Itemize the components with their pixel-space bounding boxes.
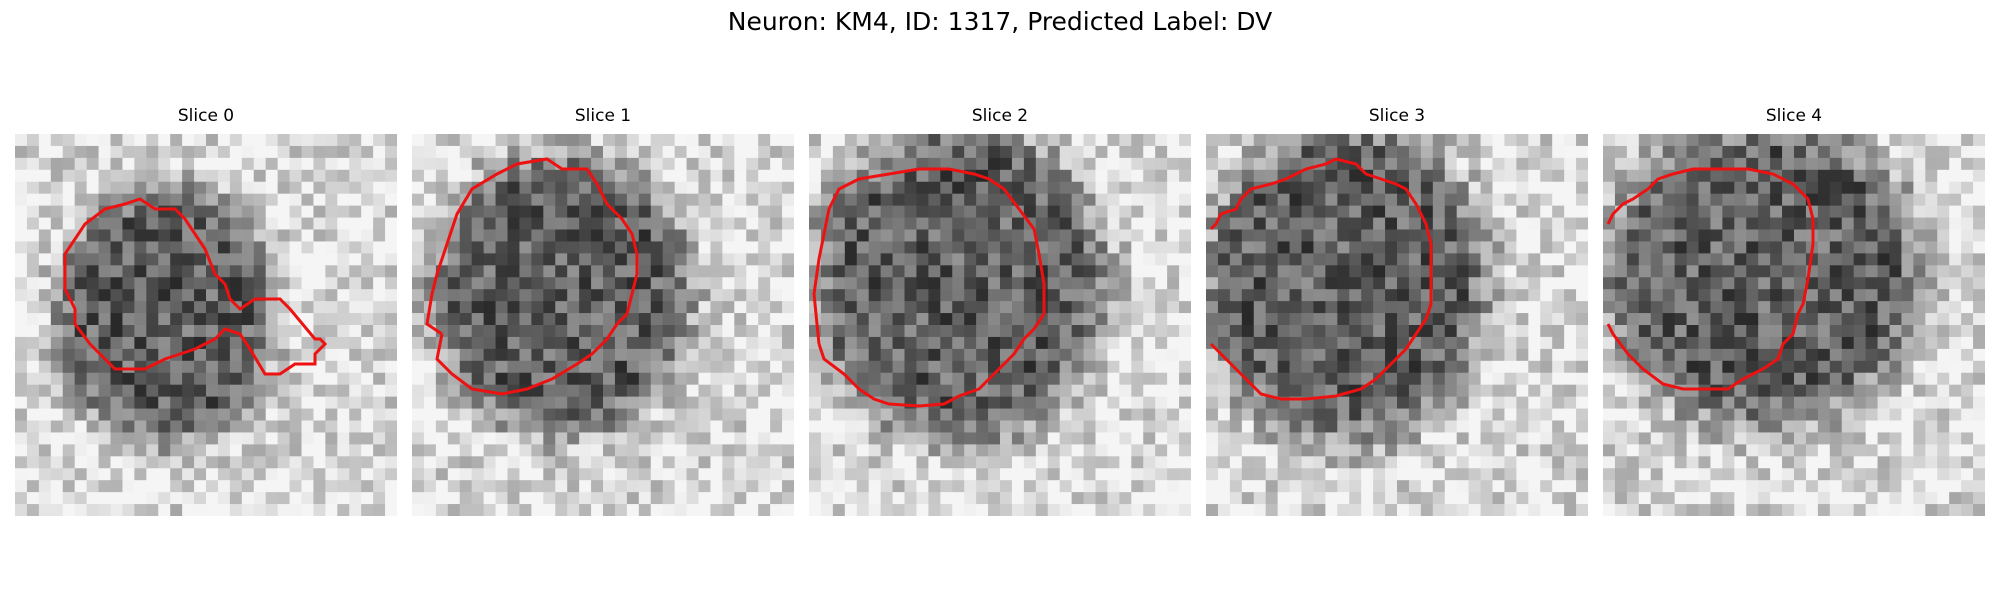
slice-panel-2: Slice 2 <box>809 106 1191 516</box>
slice-3-image <box>1206 134 1588 516</box>
slice-1-title: Slice 1 <box>412 106 794 126</box>
slice-3-title: Slice 3 <box>1206 106 1588 126</box>
slice-panel-4: Slice 4 <box>1603 106 1985 516</box>
slice-2-title: Slice 2 <box>809 106 1191 126</box>
slice-2-image <box>809 134 1191 516</box>
slice-0-title: Slice 0 <box>15 106 397 126</box>
figure-title: Neuron: KM4, ID: 1317, Predicted Label: … <box>0 6 2000 38</box>
slice-0-image <box>15 134 397 516</box>
slice-1-image <box>412 134 794 516</box>
slice-4-title: Slice 4 <box>1603 106 1985 126</box>
slice-4-image <box>1603 134 1985 516</box>
slice-panel-3: Slice 3 <box>1206 106 1588 516</box>
slice-panel-0: Slice 0 <box>15 106 397 516</box>
slice-panel-1: Slice 1 <box>412 106 794 516</box>
